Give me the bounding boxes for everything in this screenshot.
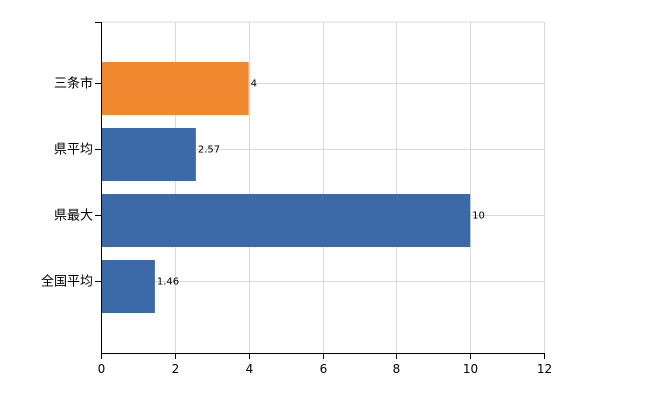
x-tick-label: 6 [320, 362, 328, 376]
x-tick-label: 12 [537, 362, 552, 376]
x-tick-label: 8 [393, 362, 401, 376]
category-label: 県平均 [54, 143, 93, 158]
bar [101, 194, 471, 247]
x-tick-label: 0 [98, 362, 106, 376]
labels: 0 2 4 6 8 10 12 三条市 4 県平均 2.57 県最大 10 全国平均 1.46 [41, 76, 552, 377]
bar [101, 260, 155, 313]
data-label: 2.57 [198, 145, 220, 156]
x-tick-label: 2 [172, 362, 180, 376]
data-label: 1.46 [157, 277, 179, 288]
bar [101, 128, 196, 181]
bars [101, 62, 471, 313]
x-tick-label: 4 [246, 362, 254, 376]
category-label: 県最大 [54, 209, 93, 224]
data-label: 10 [472, 211, 485, 222]
data-label: 4 [251, 79, 257, 90]
axes [95, 22, 545, 359]
category-label: 三条市 [54, 76, 93, 92]
bar [101, 62, 249, 115]
category-label: 全国平均 [41, 274, 93, 290]
x-tick-label: 10 [463, 362, 478, 376]
